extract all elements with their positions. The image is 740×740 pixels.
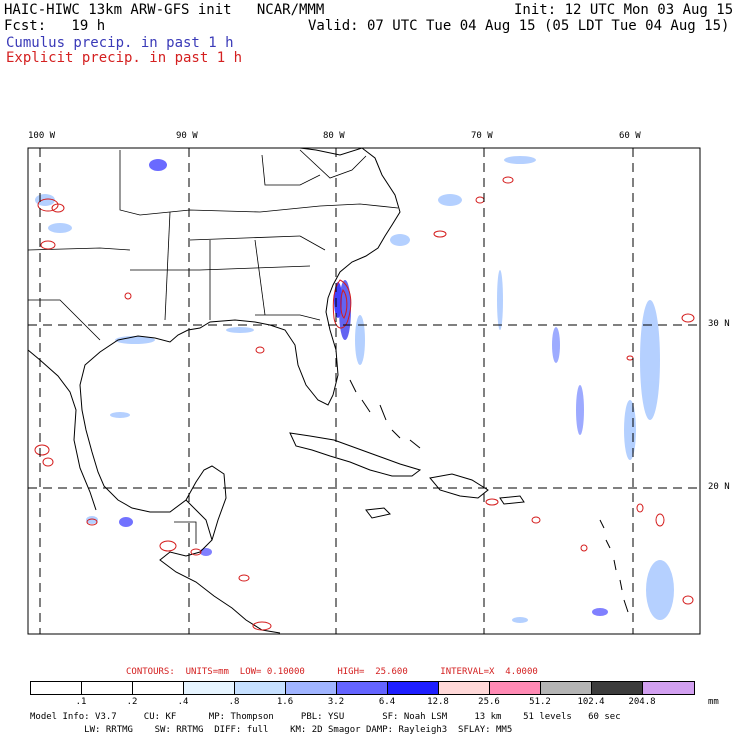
header-title: HAIC-HIWC 13km ARW-GFS init NCAR/MMM — [4, 2, 325, 18]
colorbar-swatch — [31, 682, 82, 694]
contours-info: CONTOURS: UNITS=mm LOW= 0.10000 HIGH= 25… — [126, 667, 538, 677]
colorbar-swatch — [490, 682, 541, 694]
colorbar-label: .1 — [75, 697, 87, 707]
header-init: Init: 12 UTC Mon 03 Aug 15 — [514, 2, 734, 18]
colorbar-label: .4 — [177, 697, 189, 707]
lon-label-100w: 100 W — [28, 131, 56, 141]
colorbar-swatch — [643, 682, 694, 694]
colorbar-label: 102.4 — [577, 697, 605, 707]
legend-explicit: Explicit precip. in past 1 h — [6, 50, 243, 66]
model-info-line1: Model Info: V3.7 CU: KF MP: Thompson PBL… — [30, 712, 621, 722]
colorbar-swatch — [388, 682, 439, 694]
model-info-line2: LW: RRTMG SW: RRTMG DIFF: full KM: 2D Sm… — [30, 725, 513, 735]
colorbar-label: 51.2 — [529, 697, 551, 707]
colorbar-swatch — [133, 682, 184, 694]
lon-label-60w: 60 W — [619, 131, 641, 141]
colorbar-swatch — [439, 682, 490, 694]
colorbar-label: 3.2 — [327, 697, 345, 707]
colorbar-swatch — [541, 682, 592, 694]
colorbar-swatch — [82, 682, 133, 694]
explicit-precip-contours — [34, 176, 695, 631]
map-frame — [27, 147, 701, 635]
colorbar-label: .2 — [126, 697, 138, 707]
colorbar-label: 1.6 — [276, 697, 294, 707]
colorbar-swatch — [235, 682, 286, 694]
colorbar-swatch — [337, 682, 388, 694]
header-valid: Valid: 07 UTC Tue 04 Aug 15 (05 LDT Tue … — [308, 18, 730, 34]
colorbar — [30, 681, 695, 695]
colorbar-unit: mm — [708, 697, 719, 707]
colorbar-label: 25.6 — [478, 697, 500, 707]
lon-label-80w: 80 W — [323, 131, 345, 141]
colorbar-label: 12.8 — [427, 697, 449, 707]
colorbar-swatch — [286, 682, 337, 694]
lon-label-70w: 70 W — [471, 131, 493, 141]
lon-label-90w: 90 W — [176, 131, 198, 141]
colorbar-swatch — [592, 682, 643, 694]
legend-cumulus: Cumulus precip. in past 1 h — [6, 35, 234, 51]
lat-label-30n: 30 N — [708, 319, 730, 329]
colorbar-label: 6.4 — [378, 697, 396, 707]
lat-label-20n: 20 N — [708, 482, 730, 492]
colorbar-label: 204.8 — [628, 697, 656, 707]
colorbar-swatch — [184, 682, 235, 694]
lat-lon-grid — [28, 148, 700, 634]
coastlines — [27, 147, 629, 634]
cumulus-precip-areas — [35, 156, 674, 623]
colorbar-label: .8 — [228, 697, 240, 707]
header-forecast: Fcst: 19 h — [4, 18, 106, 34]
